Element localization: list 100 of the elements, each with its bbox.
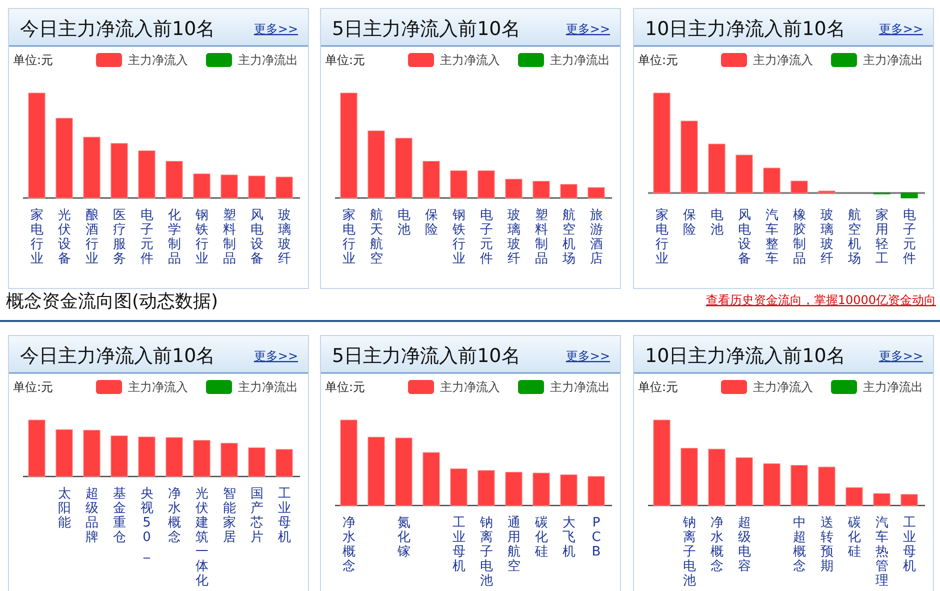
x-tick-label: 玻璃玻纤 — [507, 208, 520, 266]
x-tick-label: 智能家居 — [222, 486, 236, 545]
x-tick-label: 家用轻工 — [875, 207, 888, 266]
bar — [560, 474, 578, 506]
bar — [818, 190, 836, 194]
bar — [422, 160, 440, 198]
text: 单位:元 — [325, 380, 366, 394]
legend-label: 主力净流出 — [238, 53, 298, 67]
chart-title: 今日主力净流入前10名 — [20, 345, 216, 367]
x-tick-label: 超级品牌 — [85, 486, 98, 545]
bar — [846, 487, 863, 506]
bar — [708, 144, 726, 194]
x-tick-label: 家电行业 — [655, 207, 668, 266]
x-tick-label: 家电行业 — [30, 207, 44, 266]
x-tick-label: 电池 — [397, 208, 410, 238]
x-tick-label: 碳化硅 — [846, 516, 861, 560]
bar — [680, 448, 698, 506]
chart-title: 5日主力净流入前10名 — [332, 345, 520, 367]
bar — [340, 92, 358, 198]
chart-title: 10日主力净流入前10名 — [645, 345, 846, 367]
legend-label: 主力净流入 — [753, 380, 813, 394]
x-tick-label: 塑料制品 — [222, 207, 236, 266]
x-tick-label: 航空机场 — [846, 208, 861, 266]
x-tick-label: 工业母机 — [278, 486, 291, 545]
bar — [138, 150, 156, 198]
bar — [56, 429, 73, 477]
text: 单位:元 — [638, 53, 678, 67]
x-tick-label: 旅游酒店 — [590, 208, 603, 266]
x-tick-label: 工业母机 — [452, 516, 466, 574]
bar — [450, 468, 468, 506]
x-tick-label: 化学制品 — [168, 208, 181, 266]
legend-label: 主力净流入 — [753, 53, 813, 67]
bar — [193, 174, 210, 198]
text: 更多>> — [878, 349, 923, 363]
legend-label: 主力净流入 — [128, 380, 188, 394]
legend-label: 主力净流出 — [550, 380, 610, 394]
bar — [220, 442, 238, 477]
legend-label: 主力净流出 — [238, 380, 298, 394]
x-tick-label: 送转预期 — [820, 516, 834, 574]
bar — [478, 170, 495, 198]
chart-title: 10日主力净流入前10名 — [645, 18, 846, 40]
x-tick-label: 风电设备 — [738, 208, 751, 266]
bar — [588, 476, 605, 506]
text: 单位:元 — [13, 53, 54, 67]
bar — [83, 430, 100, 477]
x-tick-label: 净水概念 — [342, 516, 356, 574]
bar — [450, 170, 468, 198]
bar — [368, 436, 385, 506]
text: 单位:元 — [325, 53, 366, 67]
bar — [248, 176, 266, 198]
bar — [368, 130, 385, 198]
bar — [505, 178, 522, 198]
bar — [532, 180, 550, 198]
x-tick-label: 通用航空 — [507, 516, 520, 574]
x-tick-label: 大飞机 — [562, 516, 576, 560]
bar — [560, 184, 578, 198]
x-tick-label: 净水概念 — [168, 486, 181, 545]
bar — [680, 120, 698, 194]
text: 概念资金流向图(动态数据) — [6, 291, 218, 312]
bar — [790, 465, 808, 506]
x-tick-label: 钠离子电池 — [682, 516, 696, 588]
x-tick-label: 汽车热管理 — [875, 516, 888, 588]
x-tick-label: 保险 — [424, 208, 438, 238]
x-tick-label: 钢铁行业 — [194, 208, 208, 266]
bar — [340, 420, 358, 506]
text: 单位:元 — [638, 380, 678, 394]
bar — [763, 463, 780, 506]
text: 单位:元 — [13, 380, 54, 394]
bar — [395, 138, 412, 198]
bar — [220, 174, 238, 198]
x-tick-label: PCB — [592, 516, 601, 560]
x-tick-label: 医疗服务 — [112, 208, 126, 266]
x-tick-label: 电子元件 — [902, 208, 916, 266]
x-tick-label: 净水概念 — [710, 516, 724, 574]
bar — [193, 440, 210, 477]
bar — [900, 494, 918, 506]
x-tick-label: 酿酒行业 — [85, 208, 98, 266]
x-tick-label: 家电行业 — [342, 207, 356, 266]
bar — [248, 447, 266, 477]
x-tick-label: 中超概念 — [792, 516, 806, 574]
bar — [532, 472, 550, 506]
legend-label: 主力净流入 — [440, 53, 500, 67]
bar — [422, 452, 440, 506]
x-tick-label: 太阳能 — [58, 486, 71, 530]
chart-title: 今日主力净流入前10名 — [20, 18, 216, 40]
bar — [588, 187, 605, 198]
bar — [56, 118, 73, 198]
bar — [708, 448, 726, 506]
x-tick-label: 氮化镓 — [396, 516, 410, 560]
bar — [653, 420, 670, 506]
x-tick-label: 光伏设备 — [58, 208, 71, 266]
bar — [736, 154, 753, 194]
legend-label: 主力净流出 — [550, 53, 610, 67]
x-tick-label: 玻璃玻纤 — [278, 208, 291, 266]
text: 更多>> — [566, 349, 610, 363]
x-tick-label: 光伏建筑一体化 — [194, 486, 208, 588]
x-tick-label: 基金重仓 — [112, 486, 126, 545]
x-tick-label: 玻璃玻纤 — [820, 208, 834, 266]
x-tick-label: 钢铁行业 — [451, 208, 466, 266]
text: 更多>> — [878, 22, 923, 36]
